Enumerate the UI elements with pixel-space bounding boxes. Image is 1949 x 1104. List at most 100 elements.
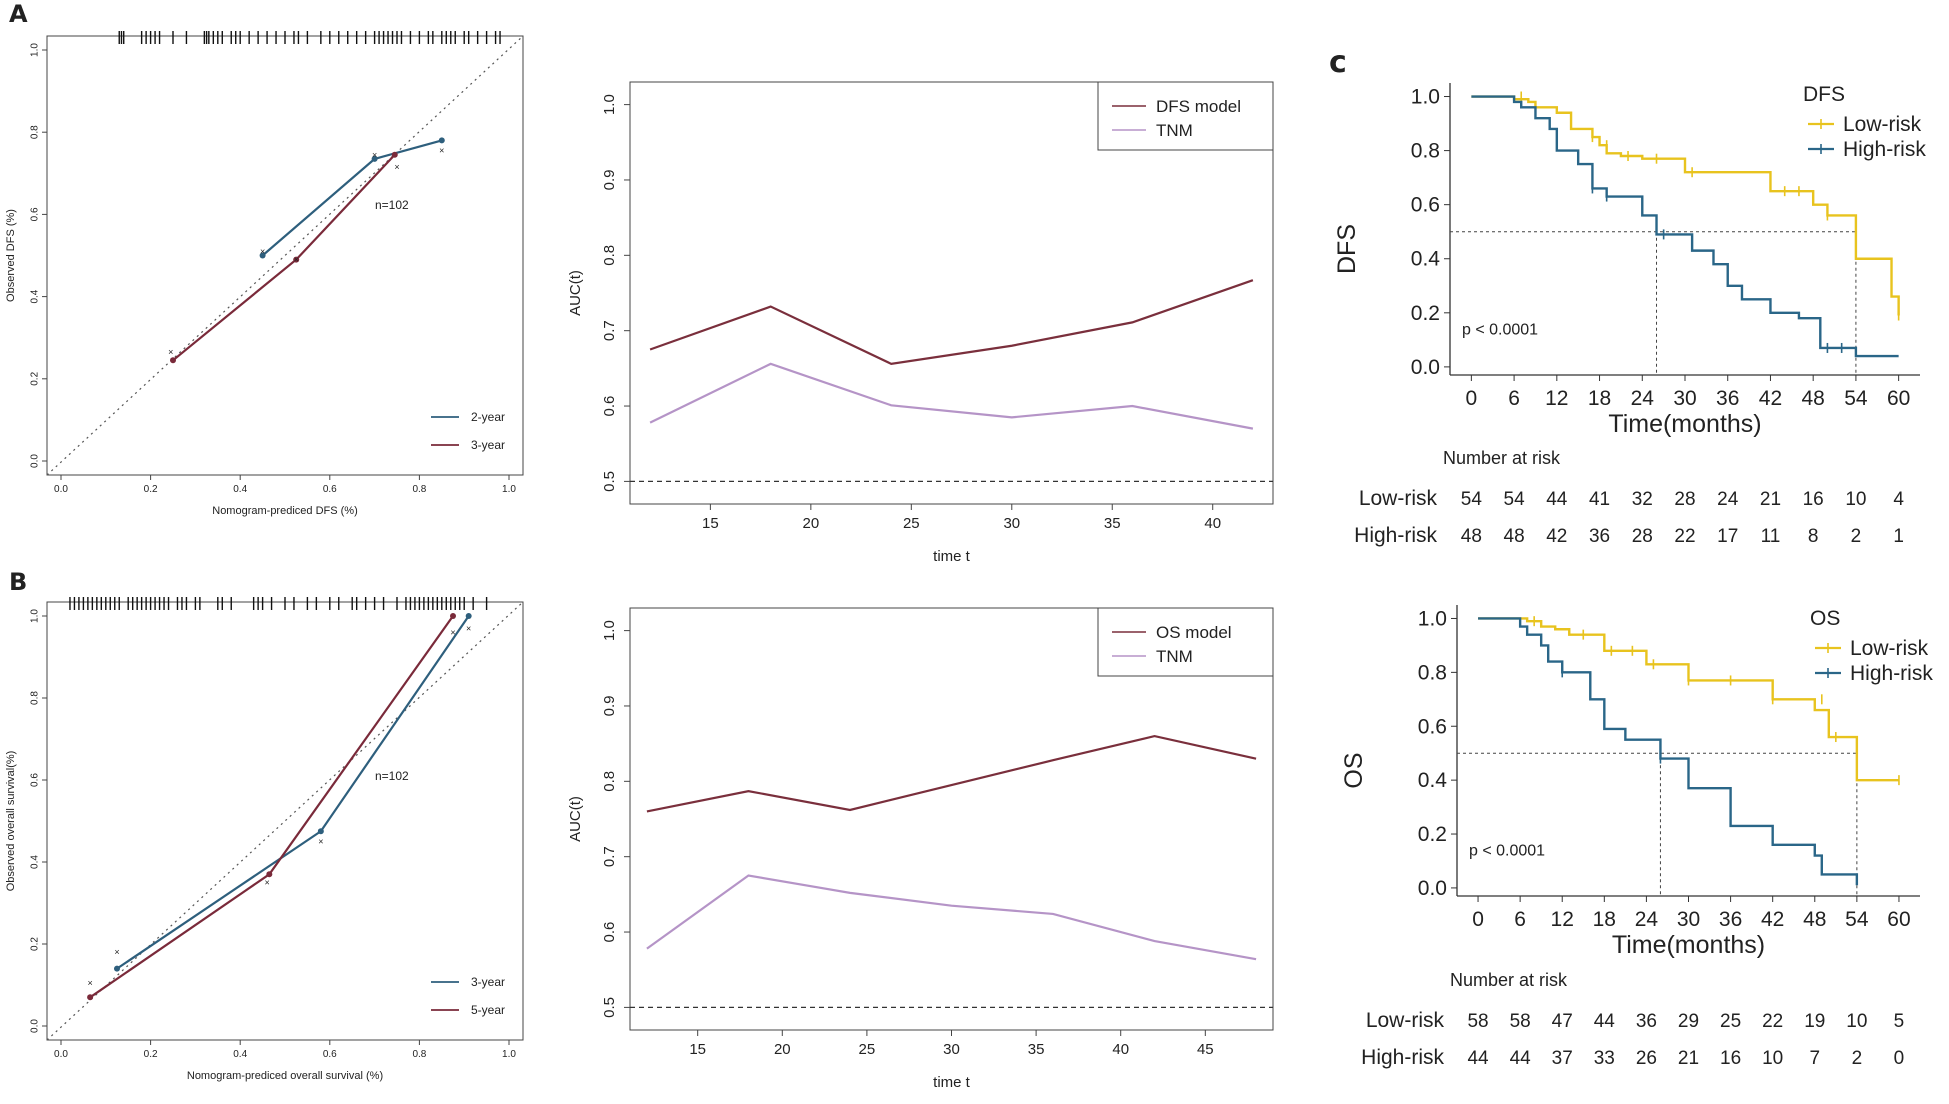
legend-label: OS model [1156,623,1232,642]
x-tick-label: 54 [1844,387,1868,410]
ideal-diagonal [46,35,524,476]
y-tick-label: 0.6 [1411,194,1440,217]
km-plot-os: 0 6 12 18 24 30 36 42 48 54 60 0.0 0.2 0.4 0.6 0.8 1.0 Ti… [1340,605,1933,1069]
calibration-line-5-year [89,615,454,999]
x-tick-label: 18 [1593,908,1616,931]
calibration-line-2-year [261,139,443,257]
risk-table-cell: 25 [1720,1011,1741,1032]
x-tick-label: 42 [1759,387,1782,410]
y-tick-label: 1.0 [30,609,41,623]
auc-line-TNM [649,362,1254,430]
y-tick-label: 0.0 [1418,877,1447,900]
x-tick-label: 20 [803,515,820,532]
y-tick-label: 0.5 [601,997,618,1018]
x-tick-label: 42 [1761,908,1784,931]
y-tick-label: 1.0 [1418,607,1447,630]
bootstrap-cross-marker: × [466,623,471,633]
y-tick-label: 0.7 [601,846,618,867]
y-tick-label: 0.0 [1411,356,1440,379]
y-tick-label: 0.8 [601,245,618,266]
risk-table-cell: 8 [1808,526,1819,547]
risk-table-cell: 28 [1632,526,1653,547]
x-tick-label: 0.0 [54,1049,68,1060]
risk-table-cell: 44 [1510,1048,1532,1069]
bootstrap-cross-marker: × [394,162,399,172]
calibration-point [293,256,300,263]
plot-frame [629,81,1274,505]
x-tick-label: 0 [1466,387,1478,410]
risk-table-cell: 48 [1504,526,1525,547]
y-tick-label: 0.9 [601,696,618,717]
risk-table-cell: 7 [1809,1048,1820,1069]
panel-label-b: B [9,568,27,596]
risk-table-cell: 0 [1894,1048,1905,1069]
risk-table-cell: 11 [1761,526,1781,547]
y-axis-label: DFS [1333,224,1361,274]
y-axis-label: AUC(t) [567,270,584,316]
risk-table-cell: 10 [1762,1048,1783,1069]
km-plot-dfs: 0 6 12 18 24 30 36 42 48 54 600.00.20.40.60.81.0Ti… [1333,83,1926,547]
calibration-point [259,252,266,259]
y-axis-label: OS [1340,752,1368,788]
y-tick-label: 0.6 [601,922,618,943]
risk-table-cell: 29 [1678,1011,1699,1032]
x-tick-label: 6 [1508,387,1520,410]
x-tick-label: 40 [1204,515,1221,532]
x-tick-label: 25 [859,1041,876,1058]
y-tick-label: 0.4 [1411,248,1441,271]
y-tick-label: 0.2 [30,371,41,385]
x-tick-label: 40 [1112,1041,1129,1058]
bootstrap-cross-marker: × [439,146,444,156]
y-tick-label: 0.6 [30,207,41,221]
risk-table-cell: 26 [1636,1048,1657,1069]
x-tick-label: 1.0 [502,1049,516,1060]
x-tick-label: 30 [1003,515,1020,532]
km-curve-High-risk [1471,95,1899,358]
calibration-point [450,613,456,619]
km-curve-High-risk [1478,617,1859,886]
x-tick-label: 0.0 [54,484,68,495]
x-tick-label: 0.6 [323,1049,337,1060]
x-tick-label: 35 [1028,1041,1045,1058]
x-tick-label: 24 [1631,387,1655,410]
calibration-plot-a: 0.0 0.2 0.4 0.6 0.8 1.0 0.0 0.2 0.4 0.6 0.8 1.0 Nomo… [5,31,524,517]
x-tick-label: 15 [702,515,719,532]
x-axis-label: Time(months) [1612,931,1765,959]
panel-label-c: c [1329,45,1347,80]
bootstrap-cross-marker: × [168,347,173,357]
risk-table-cell: 41 [1589,489,1610,510]
y-tick-label: 1.0 [601,94,618,115]
legend-box [1097,607,1274,677]
y-tick-label: 0.6 [1418,715,1447,738]
time-auc-plot-a: 15 20 25 30 35 40 0.5 0.6 0.7 0.8 0.9 1.0 time t AUC(… [567,81,1274,565]
bootstrap-cross-marker: × [318,837,323,847]
calibration-point [317,828,324,835]
y-tick-label: 0.6 [30,773,41,787]
calibration-point [391,151,398,158]
calibration-point [438,137,445,144]
ideal-diagonal [46,601,524,1041]
risk-table-cell: 10 [1846,1011,1867,1032]
risk-table-cell: 5 [1894,1011,1905,1032]
risk-table-cell: 16 [1803,489,1824,510]
x-tick-label: 60 [1887,908,1910,931]
risk-table-cell: 19 [1804,1011,1825,1032]
risk-table-cell: 2 [1851,526,1862,547]
risk-table-cell: 42 [1546,526,1567,547]
risk-table-title: Number at risk [1450,970,1568,990]
y-tick-label: 1.0 [601,620,618,641]
calibration-point [87,994,94,1001]
x-tick-label: 54 [1845,908,1869,931]
y-tick-label: 0.8 [30,125,41,139]
y-tick-label: 0.0 [30,454,41,468]
risk-table-row-label: Low-risk [1359,487,1438,510]
legend-label: Low-risk [1850,637,1929,660]
y-tick-label: 0.8 [1418,661,1447,684]
y-tick-label: 0.2 [30,937,41,951]
risk-table-cell: 16 [1720,1048,1741,1069]
calibration-point [465,613,472,619]
y-tick-label: 0.2 [1418,823,1447,846]
y-tick-label: 0.9 [601,170,618,191]
risk-table-title: Number at risk [1443,448,1561,468]
x-tick-label: 45 [1197,1041,1214,1058]
